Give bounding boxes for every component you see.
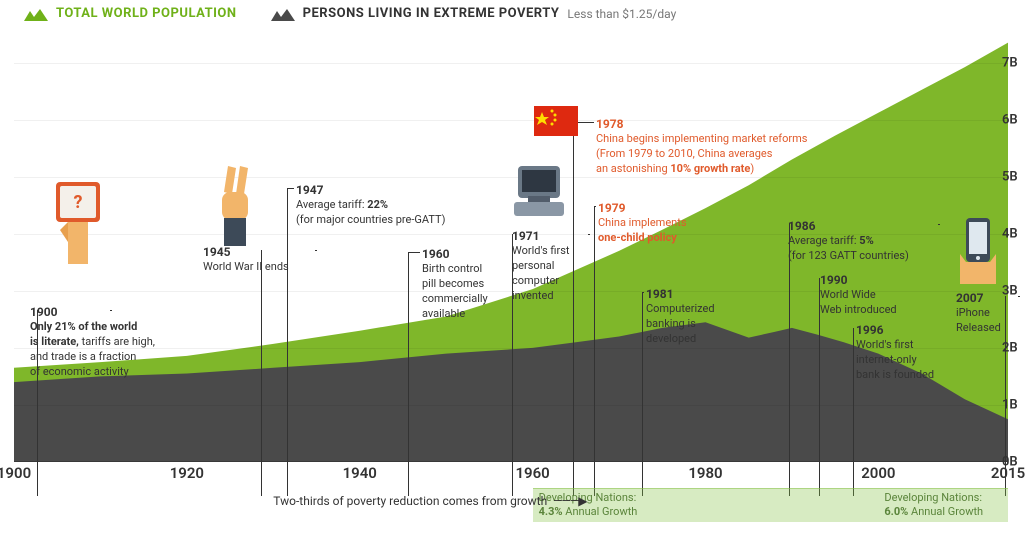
x-axis-labels: 1900192019401960198020002015 (14, 464, 1008, 484)
y-axis-labels: 0B1B2B3B4B5B6B7B (1002, 34, 1030, 462)
footer-note-text: Two-thirds of poverty reduction comes fr… (273, 494, 547, 508)
growth-band-2-label: Developing Nations:6.0% Annual Growth (884, 491, 983, 519)
arrow-right-icon: ———▶ (553, 494, 586, 508)
x-tick-label: 1900 (0, 464, 31, 482)
infographic-canvas: TOTAL WORLD POPULATION PERSONS LIVING IN… (0, 0, 1030, 541)
gridline (14, 63, 1008, 64)
gridline (14, 291, 1008, 292)
x-tick-label: 2015 (991, 464, 1025, 482)
area-icon (24, 7, 48, 21)
footer-note: Two-thirds of poverty reduction comes fr… (273, 494, 586, 508)
x-tick-label: 2000 (861, 464, 895, 482)
legend: TOTAL WORLD POPULATION PERSONS LIVING IN… (24, 6, 676, 21)
legend-series-1: TOTAL WORLD POPULATION (56, 6, 237, 21)
x-tick-label: 1940 (343, 464, 377, 482)
x-tick-label: 1960 (515, 464, 549, 482)
area-icon (271, 7, 295, 21)
gridline (14, 348, 1008, 349)
gridline (14, 234, 1008, 235)
gridline (14, 177, 1008, 178)
gridline (14, 405, 1008, 406)
legend-series-2-sub: Less than $1.25/day (567, 7, 676, 21)
x-tick-label: 1920 (170, 464, 204, 482)
x-tick-label: 1980 (688, 464, 722, 482)
timeline-area-chart: 0B1B2B3B4B5B6B7B 19001920194019601980200… (14, 34, 1008, 462)
gridline (14, 120, 1008, 121)
plot-area (14, 34, 1008, 462)
legend-series-2: PERSONS LIVING IN EXTREME POVERTY (303, 6, 560, 21)
